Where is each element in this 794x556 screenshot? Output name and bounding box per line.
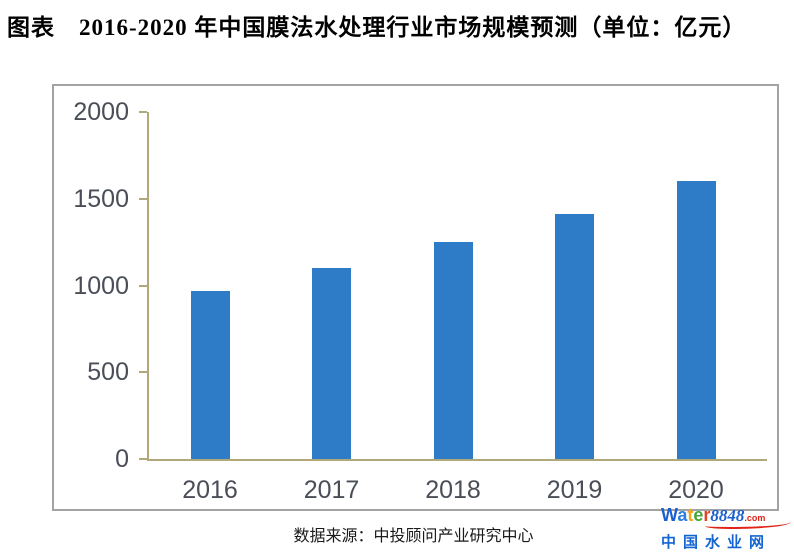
bar-2017 bbox=[312, 268, 351, 459]
y-tick-0 bbox=[139, 458, 147, 460]
chart-frame: 0 500 1000 1500 2000 2016 2017 2018 2019 2020 bbox=[52, 84, 779, 511]
bar-2018 bbox=[433, 242, 473, 459]
y-tick-label-500: 500 bbox=[87, 358, 129, 387]
y-tick-label-1000: 1000 bbox=[73, 271, 129, 300]
x-tick-label-2017: 2017 bbox=[303, 476, 360, 504]
data-source-note: 数据来源：中投顾问产业研究中心 bbox=[293, 528, 534, 545]
x-tick-label-2019: 2019 bbox=[546, 476, 603, 504]
y-tick-1000 bbox=[139, 284, 147, 287]
y-tick-label-1500: 1500 bbox=[73, 184, 129, 213]
watermark-brand-line: Water8848.com bbox=[661, 505, 793, 529]
watermark-logo: Water8848.com 中国水业网 bbox=[661, 505, 793, 552]
bar-2020 bbox=[676, 181, 716, 459]
brand-letter-t: t bbox=[687, 505, 694, 525]
water-brand-wordmark: Water bbox=[661, 505, 711, 525]
y-tick-label-2000: 2000 bbox=[73, 98, 129, 126]
site-name: 中国水业网 bbox=[661, 534, 772, 551]
x-tick-label-2016: 2016 bbox=[182, 476, 238, 504]
brand-underline-swoosh bbox=[705, 519, 791, 529]
bar-2016 bbox=[190, 290, 230, 459]
figure-title: 图表 2016-2020 年中国膜法水处理行业市场规模预测（单位：亿元） bbox=[7, 15, 747, 40]
brand-letter-r: r bbox=[703, 505, 711, 525]
brand-tld: .com bbox=[744, 513, 766, 523]
y-tick-label-0: 0 bbox=[115, 445, 129, 473]
brand-letter-e: e bbox=[693, 505, 704, 525]
brand-letter-W: W bbox=[661, 505, 678, 525]
x-tick-label-2018: 2018 bbox=[425, 476, 481, 504]
bar-2019 bbox=[555, 214, 594, 459]
y-tick-500 bbox=[139, 371, 147, 374]
x-tick-label-2020: 2020 bbox=[668, 476, 724, 504]
y-tick-2000 bbox=[139, 111, 147, 113]
y-tick-1500 bbox=[139, 197, 147, 200]
brand-letter-a: a bbox=[677, 505, 688, 525]
plot-area: 0 500 1000 1500 2000 2016 2017 2018 2019 2020 bbox=[73, 98, 767, 504]
